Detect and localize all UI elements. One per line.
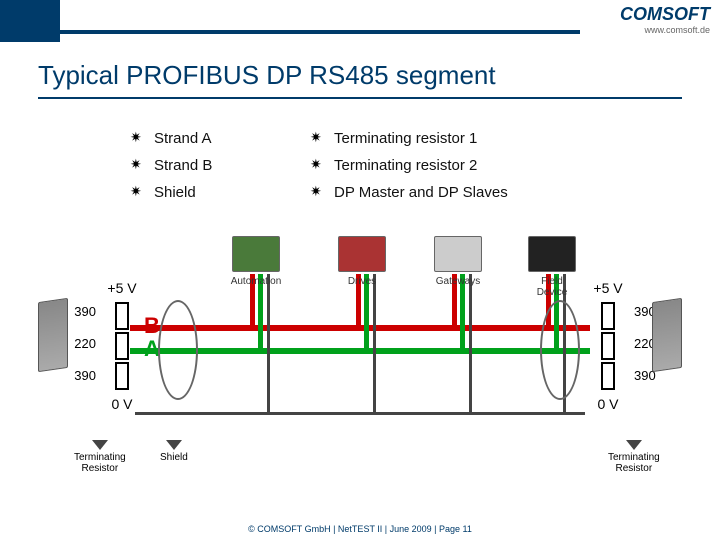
title-row: Typical PROFIBUS DP RS485 segment — [38, 60, 682, 99]
device-icon — [434, 236, 482, 272]
device-icon — [338, 236, 386, 272]
logo-text: COMSOFT — [620, 4, 710, 25]
ground-icon — [92, 440, 108, 450]
legend-text: Terminating resistor 2 — [334, 157, 477, 174]
legend-term1: Terminating resistor 1 — [310, 130, 590, 147]
bullet-icon — [130, 186, 144, 200]
voltage-5v: +5 V — [100, 280, 144, 296]
voltage-5v: +5 V — [586, 280, 630, 296]
logo: COMSOFT www.comsoft.de — [620, 4, 710, 35]
logo-url: www.comsoft.de — [620, 25, 710, 35]
device-icon — [528, 236, 576, 272]
legend-row: Shield DP Master and DP Slaves — [130, 184, 600, 201]
legend-text: Strand B — [154, 157, 212, 174]
legend: Strand A Terminating resistor 1 Strand B… — [130, 130, 600, 211]
legend-text: Terminating resistor 1 — [334, 130, 477, 147]
legend-text: Strand A — [154, 130, 212, 147]
ground-icon — [166, 440, 182, 450]
legend-strand-b: Strand B — [130, 157, 310, 174]
legend-row: Strand B Terminating resistor 2 — [130, 157, 600, 174]
voltage-0v: 0 V — [100, 396, 144, 412]
terminator-left: +5 V 390 220 390 0 V — [100, 280, 144, 412]
device-icon — [232, 236, 280, 272]
bullet-icon — [310, 132, 324, 146]
shield-caption-left: Shield — [160, 440, 188, 463]
resistor-icon — [601, 302, 615, 330]
bullet-icon — [130, 132, 144, 146]
device-label: Field Device — [537, 276, 568, 298]
header-accent-line — [60, 30, 580, 34]
legend-row: Strand A Terminating resistor 1 — [130, 130, 600, 147]
legend-masters: DP Master and DP Slaves — [310, 184, 590, 201]
header-band — [0, 0, 720, 42]
bullet-icon — [310, 186, 324, 200]
voltage-0v: 0 V — [586, 396, 630, 412]
highlight-ellipse — [158, 300, 198, 400]
resistor-icon — [115, 332, 129, 360]
bus-diagram: B A Automation Drives Gateways Field Dev… — [40, 240, 680, 500]
ground-icon — [626, 440, 642, 450]
device-drives: Drives — [336, 236, 388, 287]
device-gateways: Gateways — [432, 236, 484, 287]
bullet-icon — [130, 159, 144, 173]
shield-line — [135, 412, 585, 415]
resistor-icon — [601, 362, 615, 390]
resistor-value: 220 — [74, 336, 96, 351]
drop-s — [267, 274, 270, 414]
footer: © COMSOFT GmbH | NetTEST II | June 2009 … — [0, 524, 720, 534]
terminator-caption-right: Terminating Resistor — [608, 440, 660, 474]
resistor-icon — [115, 362, 129, 390]
caption: Terminating Resistor — [74, 452, 126, 474]
page-title: Typical PROFIBUS DP RS485 segment — [38, 60, 682, 91]
legend-term2: Terminating resistor 2 — [310, 157, 590, 174]
device-field: Field Device — [526, 236, 578, 298]
legend-shield: Shield — [130, 184, 310, 201]
resistor-icon — [601, 332, 615, 360]
legend-text: DP Master and DP Slaves — [334, 184, 508, 201]
bus-connector-icon — [38, 298, 68, 372]
header-accent-block — [0, 0, 60, 42]
highlight-ellipse — [540, 300, 580, 400]
resistor-value: 390 — [74, 304, 96, 319]
legend-strand-a: Strand A — [130, 130, 310, 147]
legend-text: Shield — [154, 184, 196, 201]
device-automation: Automation — [230, 236, 282, 287]
device-label: Drives — [348, 276, 376, 287]
resistor-value: 390 — [74, 368, 96, 383]
terminator-caption-left: Terminating Resistor — [74, 440, 126, 474]
resistor-icon — [115, 302, 129, 330]
device-label: Gateways — [436, 276, 480, 287]
bus-connector-icon — [652, 298, 682, 372]
bullet-icon — [310, 159, 324, 173]
drop-s — [373, 274, 376, 414]
strand-a-line — [130, 348, 590, 354]
caption: Terminating Resistor — [608, 452, 660, 474]
drop-s — [469, 274, 472, 414]
terminator-right: +5 V 390 220 390 0 V — [586, 280, 630, 412]
caption: Shield — [160, 452, 188, 463]
device-label: Automation — [231, 276, 282, 287]
